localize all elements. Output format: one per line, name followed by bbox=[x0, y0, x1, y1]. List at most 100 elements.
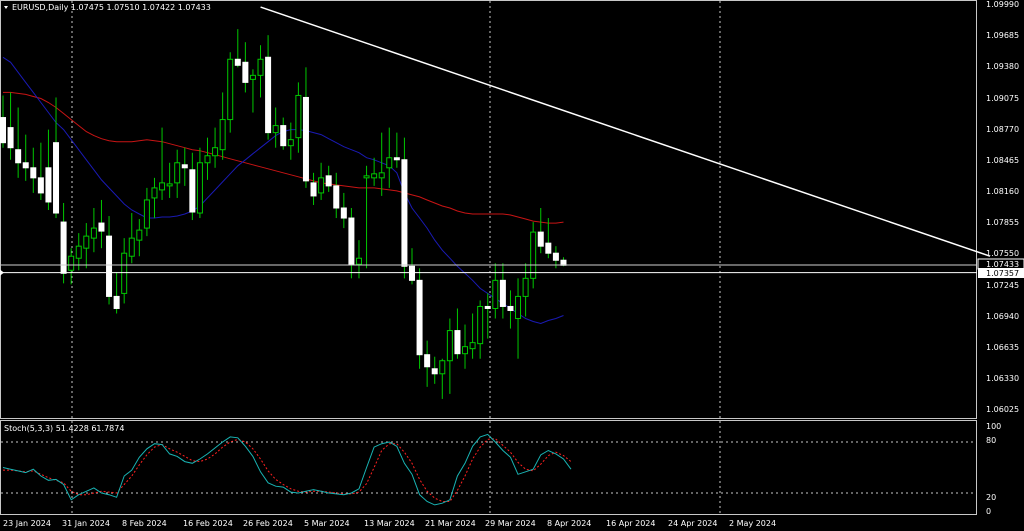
date-label: 24 Apr 2024 bbox=[668, 519, 717, 528]
candle-body bbox=[68, 255, 75, 271]
candle-body bbox=[484, 305, 491, 309]
candle-body bbox=[121, 252, 128, 294]
candle bbox=[219, 92, 226, 160]
candle bbox=[68, 248, 75, 285]
candlesticks bbox=[0, 29, 567, 399]
price-lines bbox=[0, 264, 977, 276]
candle bbox=[545, 218, 552, 259]
candle-body bbox=[196, 162, 203, 214]
candle bbox=[7, 92, 14, 160]
candle-body bbox=[15, 149, 22, 164]
date-label: 21 Mar 2024 bbox=[425, 519, 476, 528]
candle-body bbox=[499, 279, 506, 307]
candle-body bbox=[166, 183, 173, 187]
candle-body bbox=[446, 330, 453, 362]
time-axis[interactable]: 23 Jan 2024 31 Jan 2024 8 Feb 2024 16 Fe… bbox=[3, 519, 776, 528]
price-tick: 1.06025 bbox=[986, 405, 1019, 414]
candle-body bbox=[106, 235, 113, 297]
candle-body bbox=[545, 242, 552, 254]
candle-body bbox=[408, 265, 415, 281]
candle-body bbox=[113, 295, 120, 309]
candle-body bbox=[234, 58, 241, 66]
date-label: 16 Feb 2024 bbox=[183, 519, 233, 528]
candle bbox=[166, 162, 173, 198]
indicator-pane[interactable] bbox=[0, 420, 977, 515]
candle bbox=[45, 129, 52, 210]
price-tick: 1.08160 bbox=[986, 187, 1019, 196]
date-label: 31 Jan 2024 bbox=[62, 519, 110, 528]
slow-moving-average-line bbox=[3, 91, 564, 224]
candle-body bbox=[136, 229, 143, 241]
main-pane[interactable] bbox=[0, 0, 977, 419]
candle-body bbox=[37, 177, 44, 194]
candle bbox=[333, 172, 340, 219]
candle bbox=[60, 202, 67, 284]
indicator-header: Stoch(5,3,3) 51.4228 61.7874 bbox=[4, 424, 124, 433]
candle-body bbox=[386, 157, 393, 169]
candle bbox=[151, 177, 158, 219]
candle bbox=[295, 82, 302, 153]
candle bbox=[174, 149, 181, 198]
date-label: 16 Apr 2024 bbox=[606, 519, 655, 528]
candle-body bbox=[22, 162, 29, 169]
candle-body bbox=[393, 157, 400, 161]
trendline-layer[interactable] bbox=[260, 6, 991, 257]
candle bbox=[355, 240, 362, 279]
price-tick: 1.07245 bbox=[986, 281, 1019, 290]
candle-body bbox=[143, 199, 150, 229]
candle bbox=[318, 162, 325, 200]
candle-body bbox=[75, 245, 82, 259]
candle-body bbox=[212, 147, 219, 157]
price-tick: 1.07550 bbox=[986, 249, 1019, 258]
candle-body bbox=[151, 187, 158, 199]
price-tick: 1.08465 bbox=[986, 156, 1019, 165]
candle-body bbox=[272, 125, 279, 134]
candle bbox=[416, 268, 423, 369]
candle-body bbox=[45, 167, 52, 203]
candle bbox=[446, 318, 453, 394]
candle bbox=[83, 223, 90, 269]
candle-body bbox=[333, 185, 340, 209]
candle-body bbox=[325, 175, 332, 187]
candle-body bbox=[371, 173, 378, 179]
date-label: 2 May 2024 bbox=[729, 519, 776, 528]
candle bbox=[348, 207, 355, 279]
candle bbox=[325, 165, 332, 192]
candle bbox=[530, 222, 537, 289]
main-pane-border bbox=[0, 0, 977, 419]
candle-body bbox=[265, 56, 272, 134]
candle bbox=[310, 172, 317, 205]
candle-body bbox=[355, 257, 362, 265]
candle-body bbox=[227, 58, 234, 121]
candle bbox=[234, 29, 241, 68]
candle bbox=[408, 248, 415, 285]
candle-body bbox=[7, 127, 14, 149]
date-label: 29 Mar 2024 bbox=[485, 519, 536, 528]
candle-body bbox=[454, 330, 461, 355]
candle bbox=[249, 69, 256, 113]
candle bbox=[515, 278, 522, 359]
resistance-trendline bbox=[260, 6, 991, 257]
indicator-pane-border bbox=[0, 420, 977, 515]
header-dropdown-icon[interactable] bbox=[4, 6, 8, 9]
candle bbox=[121, 238, 128, 304]
candle bbox=[136, 219, 143, 257]
candle bbox=[30, 147, 37, 193]
candle bbox=[212, 127, 219, 168]
candle bbox=[227, 52, 234, 133]
candle-body bbox=[295, 94, 302, 139]
candle bbox=[0, 95, 6, 148]
candle-body bbox=[53, 142, 60, 214]
candle bbox=[53, 97, 60, 219]
candle bbox=[189, 152, 196, 221]
candle-body bbox=[537, 231, 544, 247]
candle-body bbox=[181, 164, 188, 169]
price-tick: 1.09380 bbox=[986, 62, 1019, 71]
candle-body bbox=[462, 346, 469, 355]
price-axis[interactable]: 1.09990 1.09685 1.09380 1.09075 1.08770 … bbox=[977, 0, 1024, 414]
stochastic-axis[interactable]: 100 80 20 0 bbox=[986, 422, 1001, 516]
candle-body bbox=[128, 237, 135, 257]
price-tick: 1.09075 bbox=[986, 94, 1019, 103]
